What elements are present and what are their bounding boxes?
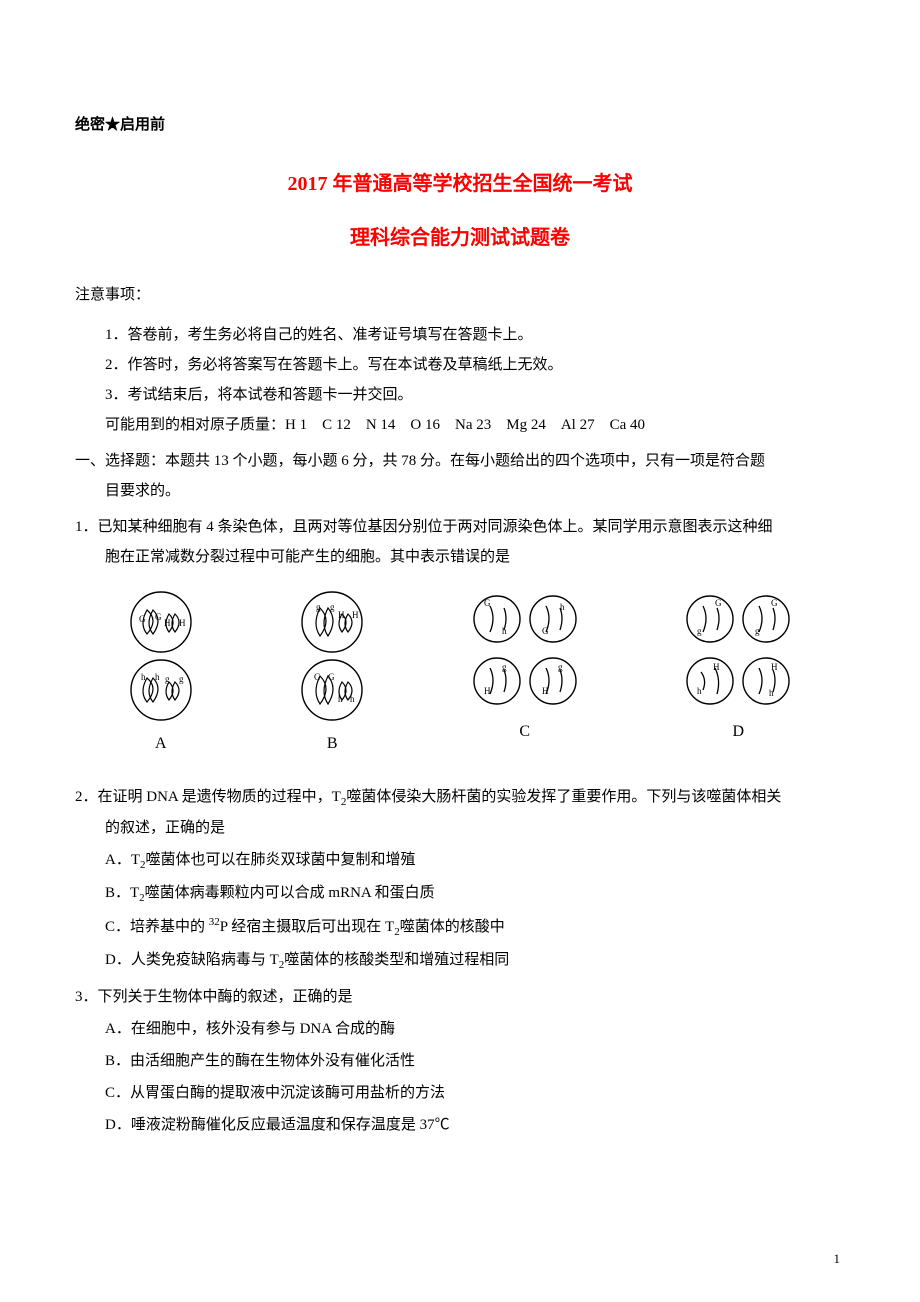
svg-text:g: g [330, 602, 335, 612]
cell-diagram-icon: g g H H [300, 590, 364, 654]
q2-option-c: C．培养基中的 32P 经宿主摄取后可出现在 T2噬菌体的核酸中 [75, 911, 845, 943]
svg-text:g: g [316, 602, 321, 612]
svg-text:G: G [139, 614, 146, 624]
notice-heading: 注意事项： [75, 280, 845, 310]
cell-diagram-icon: G g [741, 590, 791, 648]
svg-text:g: g [558, 662, 563, 672]
svg-text:G: G [155, 612, 162, 622]
svg-text:H: H [352, 610, 359, 620]
q3-option-d: D．唾液淀粉酶催化反应最适温度和保存温度是 37℃ [75, 1110, 845, 1140]
q1-option-c-figure: G h G h H g g [472, 590, 578, 760]
cell-diagram-icon: H h [685, 652, 735, 710]
q1-figure: G G H H h h g g A [75, 590, 845, 760]
svg-text:g: g [697, 626, 702, 636]
q2-option-a: A．T2噬菌体也可以在肺炎双球菌中复制和增殖 [75, 845, 845, 876]
q1-text-line2: 胞在正常减数分裂过程中可能产生的细胞。其中表示错误的是 [75, 542, 845, 572]
svg-text:H: H [542, 686, 549, 696]
cell-diagram-icon: G G h h [300, 658, 364, 722]
svg-text:h: h [502, 626, 507, 636]
svg-text:H: H [484, 686, 491, 696]
q1-option-d-label: D [732, 716, 744, 748]
exam-title-line2: 理科综合能力测试试题卷 [75, 218, 845, 258]
svg-text:h: h [769, 688, 774, 698]
q1-option-a-label: A [155, 728, 167, 760]
q2-option-b: B．T2噬菌体病毒颗粒内可以合成 mRNA 和蛋白质 [75, 878, 845, 909]
cell-diagram-icon: G g [685, 590, 735, 648]
notice-item-1: 1．答卷前，考生务必将自己的姓名、准考证号填写在答题卡上。 [75, 320, 845, 350]
cell-diagram-icon: G h [528, 590, 578, 648]
q3-option-a: A．在细胞中，核外没有参与 DNA 合成的酶 [75, 1014, 845, 1044]
section-intro-line2: 目要求的。 [75, 476, 845, 506]
svg-text:G: G [484, 598, 491, 608]
svg-text:g: g [502, 662, 507, 672]
cell-diagram-icon: H g [472, 652, 522, 710]
svg-text:h: h [560, 602, 565, 612]
svg-text:g: g [165, 674, 170, 684]
page-number: 1 [834, 1246, 841, 1272]
q2-text-line1: 2．在证明 DNA 是遗传物质的过程中，T2噬菌体侵染大肠杆菌的实验发挥了重要作… [75, 782, 845, 813]
svg-text:G: G [314, 672, 321, 682]
svg-text:h: h [338, 694, 343, 704]
svg-text:H: H [338, 610, 345, 620]
q1-option-a-figure: G G H H h h g g A [129, 590, 193, 760]
exam-title-line1: 2017 年普通高等学校招生全国统一考试 [75, 164, 845, 204]
q3-text: 3．下列关于生物体中酶的叙述，正确的是 [75, 982, 845, 1012]
cell-diagram-icon: h h g g [129, 658, 193, 722]
q2-text-line2: 的叙述，正确的是 [75, 813, 845, 843]
q1-option-d-figure: G g G g H h H [685, 590, 791, 760]
secret-label: 绝密★启用前 [75, 110, 845, 140]
notice-item-2: 2．作答时，务必将答案写在答题卡上。写在本试卷及草稿纸上无效。 [75, 350, 845, 380]
svg-text:h: h [350, 694, 355, 704]
cell-diagram-icon: H h [741, 652, 791, 710]
q1-option-b-label: B [327, 728, 338, 760]
svg-text:h: h [155, 672, 160, 682]
cell-diagram-icon: G h [472, 590, 522, 648]
svg-text:G: G [771, 598, 778, 608]
svg-text:H: H [164, 618, 171, 628]
svg-text:H: H [179, 618, 186, 628]
svg-text:h: h [141, 672, 146, 682]
svg-text:g: g [755, 626, 760, 636]
svg-text:g: g [179, 674, 184, 684]
svg-text:H: H [771, 662, 778, 672]
q1-option-b-figure: g g H H G G h h B [300, 590, 364, 760]
q3-option-c: C．从胃蛋白酶的提取液中沉淀该酶可用盐析的方法 [75, 1078, 845, 1108]
q2-option-d: D．人类免疫缺陷病毒与 T2噬菌体的核酸类型和增殖过程相同 [75, 945, 845, 976]
notice-item-3: 3．考试结束后，将本试卷和答题卡一并交回。 [75, 380, 845, 410]
cell-diagram-icon: g H [528, 652, 578, 710]
atomic-mass-line: 可能用到的相对原子质量：H 1 C 12 N 14 O 16 Na 23 Mg … [75, 410, 845, 440]
section-intro-line1: 一、选择题：本题共 13 个小题，每小题 6 分，共 78 分。在每小题给出的四… [75, 446, 845, 476]
svg-text:G: G [542, 626, 549, 636]
q1-option-c-label: C [519, 716, 530, 748]
cell-diagram-icon: G G H H [129, 590, 193, 654]
svg-text:H: H [713, 662, 720, 672]
q1-text-line1: 1．已知某种细胞有 4 条染色体，且两对等位基因分别位于两对同源染色体上。某同学… [75, 512, 845, 542]
q3-option-b: B．由活细胞产生的酶在生物体外没有催化活性 [75, 1046, 845, 1076]
svg-text:G: G [715, 598, 722, 608]
svg-text:h: h [697, 686, 702, 696]
svg-text:G: G [328, 672, 335, 682]
